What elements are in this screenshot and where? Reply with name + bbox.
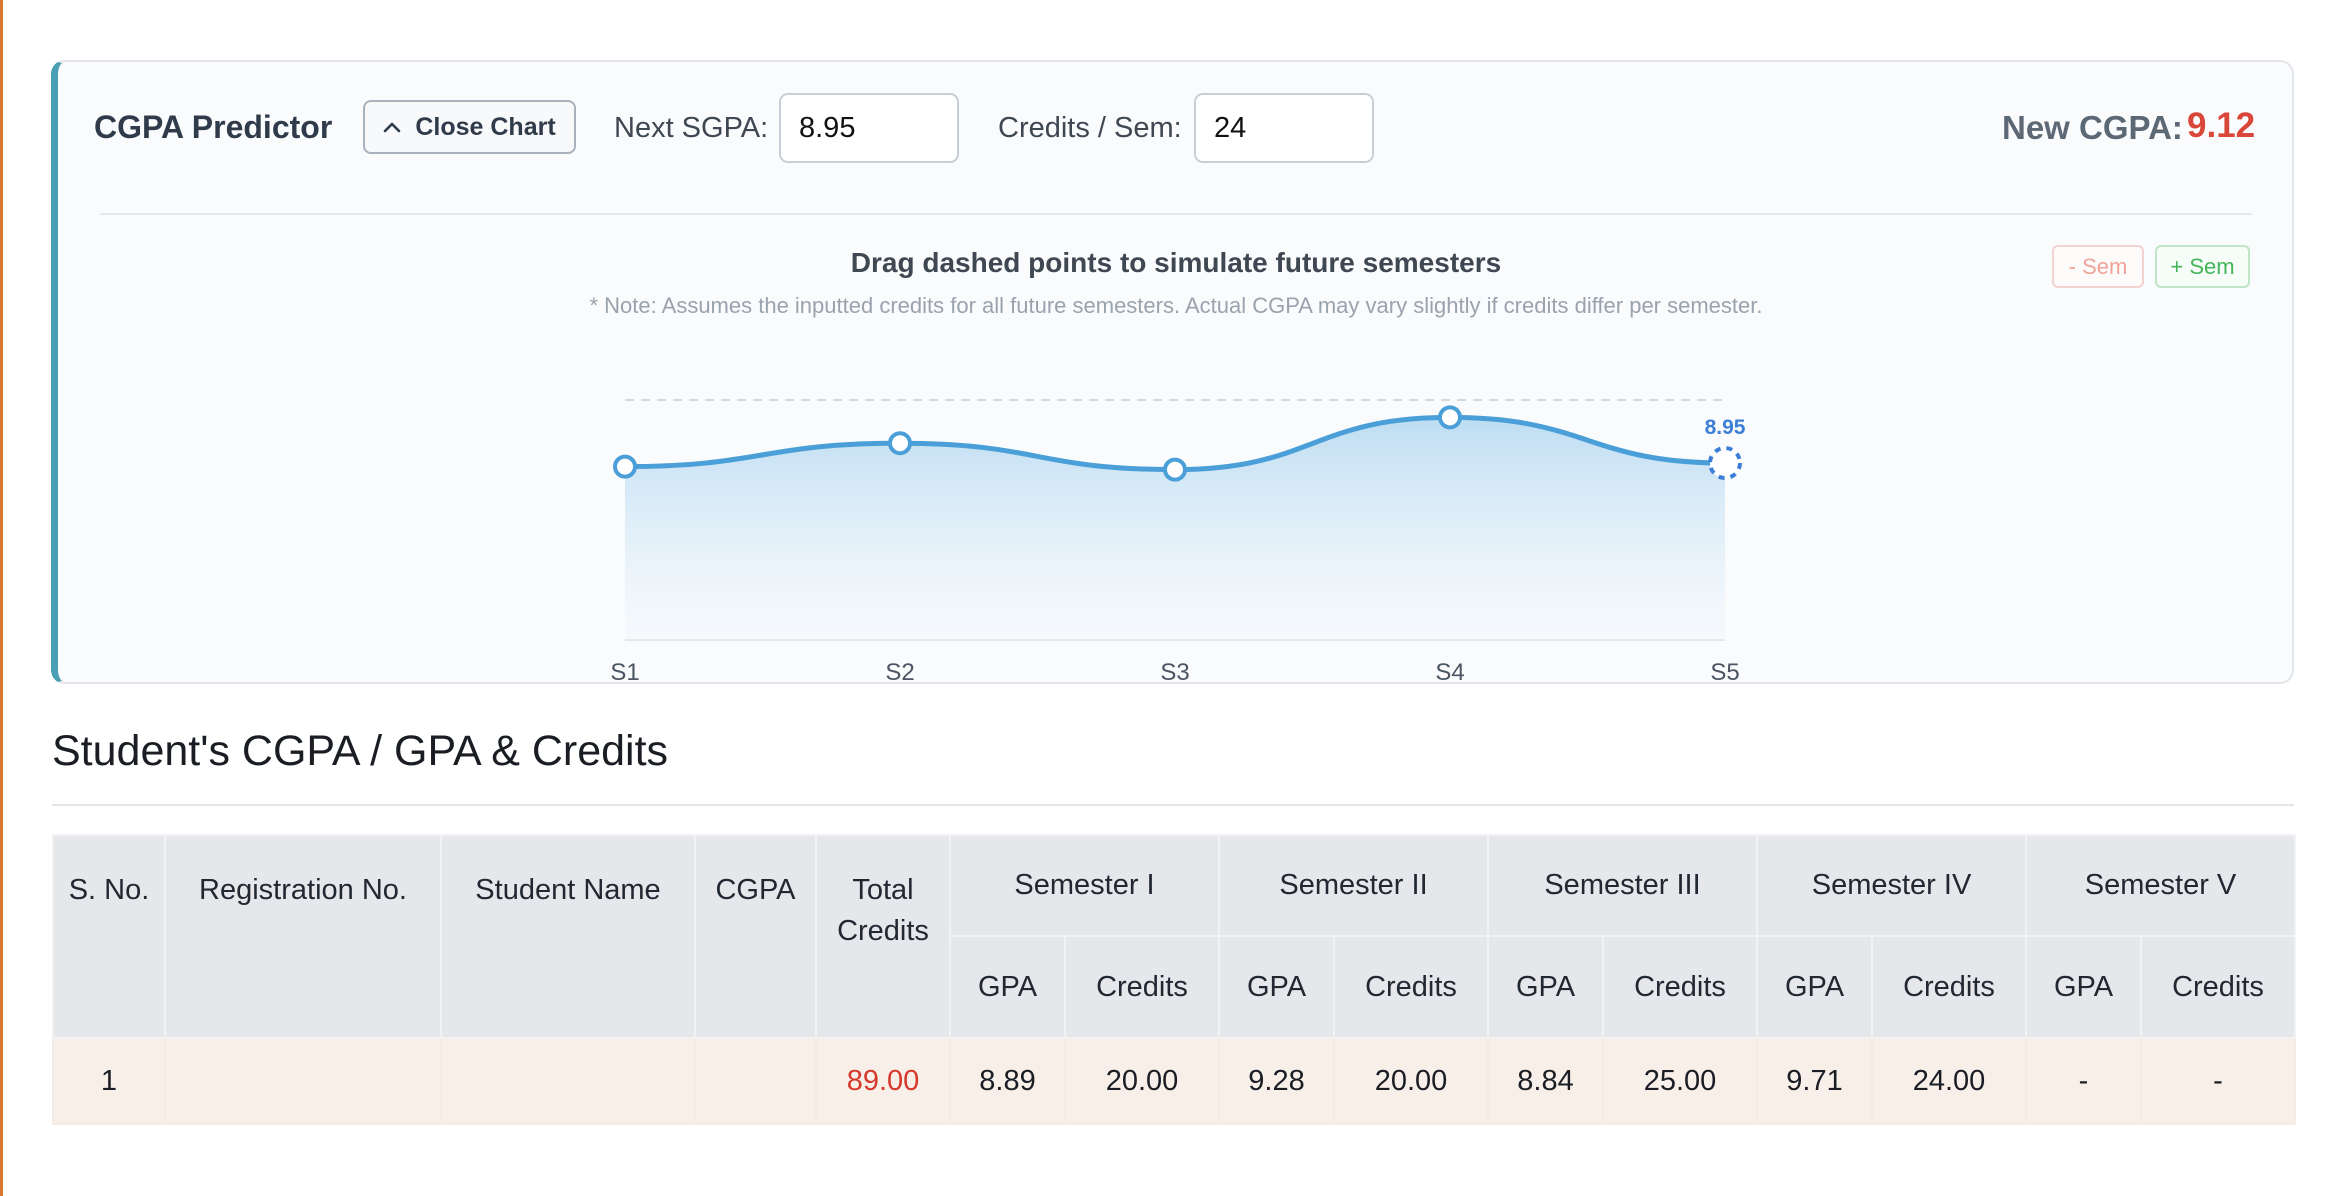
cell-sem3-gpa: 8.84 bbox=[1487, 1037, 1604, 1125]
header-sem4-gpa: GPA bbox=[1756, 935, 1874, 1039]
next-sgpa-label: Next SGPA: bbox=[614, 112, 769, 144]
cell-total-credits: 89.00 bbox=[815, 1037, 951, 1125]
chart-heading: Drag dashed points to simulate future se… bbox=[850, 247, 1502, 278]
cell-registration-no bbox=[164, 1037, 442, 1125]
header-sno: S. No. bbox=[52, 834, 166, 1039]
cell-sem1-gpa: 8.89 bbox=[949, 1037, 1066, 1125]
page-edge-accent bbox=[0, 0, 3, 1196]
data-point bbox=[613, 454, 637, 479]
header-sem2-gpa: GPA bbox=[1218, 935, 1335, 1039]
cgpa-trend-chart: 8.95 S1 S2 S3 S4 S5 bbox=[610, 399, 1746, 686]
header-student-name: Student Name bbox=[440, 834, 696, 1039]
close-chart-label: Close Chart bbox=[415, 112, 556, 141]
section-divider bbox=[52, 804, 2294, 806]
cell-sem2-credits: 20.00 bbox=[1333, 1037, 1489, 1125]
add-semester-button[interactable]: + Sem bbox=[2155, 245, 2250, 288]
predicted-point-handle[interactable] bbox=[1708, 446, 1742, 480]
header-total-credits: Total Credits bbox=[815, 834, 951, 1039]
header-sem1-gpa: GPA bbox=[949, 935, 1066, 1039]
credits-per-sem-input[interactable] bbox=[1194, 93, 1374, 163]
gpa-table: S. No. Registration No. Student Name CGP… bbox=[52, 834, 2297, 1125]
predictor-title: CGPA Predictor bbox=[94, 109, 333, 145]
header-sem3-credits: Credits bbox=[1601, 935, 1759, 1039]
chevron-up-icon bbox=[384, 122, 401, 133]
remove-semester-button[interactable]: - Sem bbox=[2052, 245, 2144, 288]
header-cgpa: CGPA bbox=[694, 834, 817, 1039]
new-cgpa-label: New CGPA: bbox=[2002, 109, 2183, 146]
cell-sno: 1 bbox=[52, 1037, 166, 1125]
credits-per-sem-label: Credits / Sem: bbox=[998, 112, 1182, 144]
cell-sem5-credits: - bbox=[2140, 1037, 2297, 1125]
header-sem5-gpa: GPA bbox=[2025, 935, 2143, 1039]
header-registration-no: Registration No. bbox=[164, 834, 442, 1039]
data-point bbox=[1163, 457, 1187, 482]
header-sem4-credits: Credits bbox=[1871, 935, 2028, 1039]
header-semester-1: Semester I bbox=[949, 834, 1220, 937]
x-tick-label: S3 bbox=[1160, 659, 1189, 686]
cell-sem3-credits: 25.00 bbox=[1601, 1037, 1759, 1125]
section-title: Student's CGPA / GPA & Credits bbox=[52, 727, 669, 775]
chart-area bbox=[625, 417, 1725, 640]
x-tick-label: S1 bbox=[610, 659, 639, 686]
x-tick-label: S4 bbox=[1435, 659, 1464, 686]
x-tick-label: S2 bbox=[885, 659, 914, 686]
cell-cgpa bbox=[694, 1037, 817, 1125]
header-semester-4: Semester IV bbox=[1756, 834, 2028, 937]
header-sem1-credits: Credits bbox=[1064, 935, 1220, 1039]
header-semester-5: Semester V bbox=[2025, 834, 2297, 937]
predictor-divider bbox=[100, 213, 2252, 215]
data-point bbox=[1438, 405, 1462, 430]
header-semester-3: Semester III bbox=[1486, 834, 1759, 937]
header-sem5-credits: Credits bbox=[2140, 935, 2297, 1039]
cell-sem1-credits: 20.00 bbox=[1064, 1037, 1220, 1125]
header-semester-2: Semester II bbox=[1218, 834, 1489, 937]
header-sem3-gpa: GPA bbox=[1487, 935, 1604, 1039]
header-sem2-credits: Credits bbox=[1333, 935, 1489, 1039]
cell-student-name bbox=[440, 1037, 696, 1125]
cell-sem4-gpa: 9.71 bbox=[1756, 1037, 1874, 1125]
close-chart-button[interactable]: Close Chart bbox=[363, 100, 576, 154]
x-tick-label: S5 bbox=[1710, 659, 1739, 686]
cell-sem4-credits: 24.00 bbox=[1871, 1037, 2028, 1125]
cell-sem5-gpa: - bbox=[2025, 1037, 2143, 1125]
new-cgpa-value: 9.12 bbox=[2187, 106, 2256, 145]
data-point bbox=[888, 431, 912, 456]
cell-sem2-gpa: 9.28 bbox=[1218, 1037, 1335, 1125]
table-row: 1 89.00 8.89 20.00 9.28 20.00 8.84 25.00… bbox=[52, 1037, 2297, 1125]
predicted-value-label: 8.95 bbox=[1705, 416, 1746, 439]
chart-note: * Note: Assumes the inputted credits for… bbox=[589, 293, 1763, 318]
next-sgpa-input[interactable] bbox=[779, 93, 959, 163]
